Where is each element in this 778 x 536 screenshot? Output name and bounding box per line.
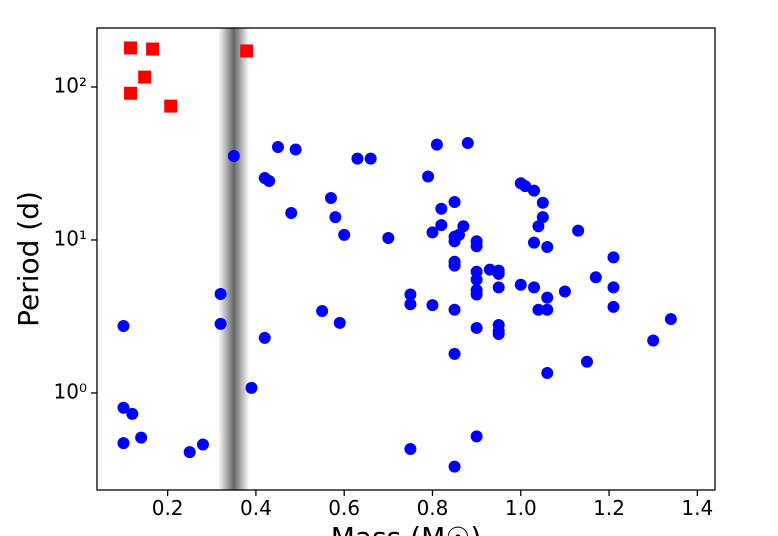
circle-marker <box>338 228 351 241</box>
circle-marker <box>589 271 602 284</box>
circle-marker <box>263 174 276 187</box>
shaded-band <box>218 28 250 490</box>
axes-frame <box>96 27 716 491</box>
x-tick-label: 1.2 <box>593 496 625 520</box>
circle-marker <box>607 281 620 294</box>
circle-marker <box>435 219 448 232</box>
circle-marker <box>227 149 240 162</box>
circle-marker <box>404 288 417 301</box>
circle-marker <box>117 437 130 450</box>
square-marker <box>164 99 178 113</box>
x-tick-label: 1.0 <box>505 496 537 520</box>
circle-marker <box>448 196 461 209</box>
circle-marker <box>514 278 527 291</box>
square-marker <box>240 44 254 58</box>
circle-marker <box>196 438 209 451</box>
circle-marker <box>541 291 554 304</box>
circle-marker <box>258 331 271 344</box>
circle-marker <box>541 240 554 253</box>
circle-marker <box>492 281 505 294</box>
circle-marker <box>541 303 554 316</box>
x-tick-label: 0.4 <box>240 496 272 520</box>
circle-marker <box>422 170 435 183</box>
circle-marker <box>214 317 227 330</box>
x-tick-label: 1.4 <box>681 496 713 520</box>
plot-area: 0.2 0.4 0.6 0.8 1.0 1.2 1.4 10⁰ 10¹ 10² <box>54 27 716 520</box>
circle-marker <box>404 298 417 311</box>
circle-marker <box>536 196 549 209</box>
circle-marker <box>572 224 585 237</box>
square-marker <box>124 86 138 100</box>
circle-marker <box>558 285 571 298</box>
circle-marker <box>492 327 505 340</box>
circle-marker <box>126 407 139 420</box>
y-tick-label: 10¹ <box>54 226 87 250</box>
circle-marker <box>329 211 342 224</box>
y-tick-label: 10⁰ <box>54 379 87 403</box>
circle-marker <box>528 281 541 294</box>
x-tick-label: 0.6 <box>328 496 360 520</box>
circle-marker <box>183 446 196 459</box>
square-marker <box>124 41 138 55</box>
circle-marker <box>324 192 337 205</box>
circle-marker <box>448 460 461 473</box>
circle-marker <box>541 366 554 379</box>
circle-marker <box>245 381 258 394</box>
circle-marker <box>289 143 302 156</box>
circle-marker <box>430 138 443 151</box>
circle-marker <box>492 267 505 280</box>
circle-marker <box>271 141 284 154</box>
circle-marker <box>461 137 474 150</box>
circle-marker <box>448 303 461 316</box>
circle-marker <box>351 152 364 165</box>
circle-marker <box>117 319 130 332</box>
circle-marker <box>470 273 483 286</box>
circle-marker <box>426 299 439 312</box>
circle-marker <box>532 303 545 316</box>
circle-marker <box>532 220 545 233</box>
circle-marker <box>470 430 483 443</box>
circle-marker <box>607 251 620 264</box>
circle-marker <box>117 401 130 414</box>
square-marker <box>138 70 152 84</box>
circle-marker <box>316 305 329 318</box>
y-tick-label: 10² <box>54 73 87 97</box>
x-tick-label: 0.8 <box>417 496 449 520</box>
circle-marker <box>580 355 593 368</box>
circle-marker <box>528 184 541 197</box>
circle-marker <box>135 431 148 444</box>
circle-marker <box>470 321 483 334</box>
circle-marker <box>285 207 298 220</box>
y-axis-label: Period (d) <box>12 191 45 327</box>
circle-marker <box>536 211 549 224</box>
circle-marker <box>435 202 448 215</box>
circle-marker <box>647 334 660 347</box>
circle-marker <box>426 226 439 239</box>
circle-marker <box>382 231 395 244</box>
circle-marker <box>470 288 483 301</box>
circle-marker <box>607 300 620 313</box>
circle-marker <box>664 313 677 326</box>
x-axis-label: Mass (M☉) <box>331 521 482 536</box>
circle-marker <box>214 288 227 301</box>
circle-marker <box>528 236 541 249</box>
circle-marker <box>404 443 417 456</box>
circle-marker <box>448 235 461 248</box>
circle-marker <box>470 240 483 253</box>
x-tick-label: 0.2 <box>152 496 184 520</box>
circle-marker <box>448 259 461 272</box>
circle-marker <box>364 152 377 165</box>
square-marker <box>146 42 160 56</box>
circle-marker <box>448 347 461 360</box>
circle-marker <box>519 180 532 193</box>
circle-marker <box>333 316 346 329</box>
